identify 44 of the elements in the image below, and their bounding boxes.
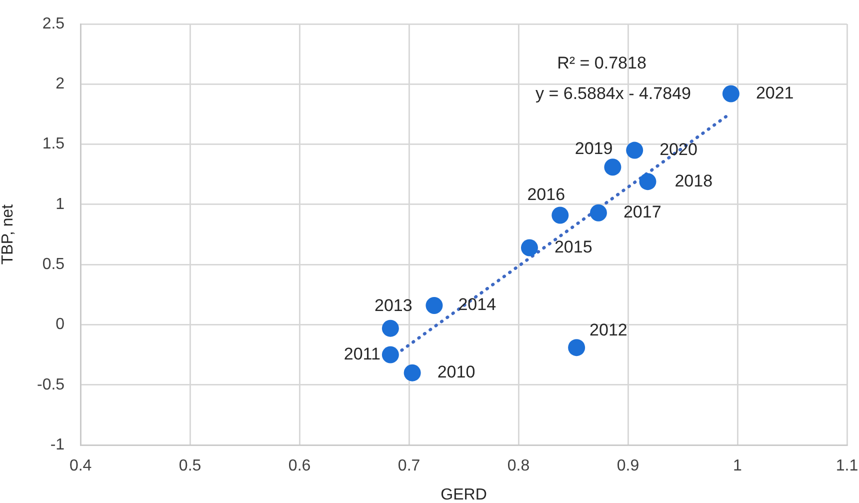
annotation: R² = 0.7818 xyxy=(557,54,646,73)
annotation: 2020 xyxy=(660,140,698,159)
x-tick-label: 0.5 xyxy=(178,457,202,474)
point xyxy=(604,158,622,176)
y-tick-label: 0 xyxy=(56,316,65,334)
x-tick-label: 0.9 xyxy=(616,457,640,474)
annotation: 2021 xyxy=(756,83,794,102)
point xyxy=(590,204,607,222)
annotation: 2017 xyxy=(623,202,662,222)
y-tick-label: -1 xyxy=(50,436,65,454)
annotation: 2011 xyxy=(344,344,380,364)
point xyxy=(568,339,586,356)
point xyxy=(552,206,569,224)
y-tick-label: 2.5 xyxy=(42,15,65,32)
annotation: 2013 xyxy=(374,296,412,316)
annotation: 2012 xyxy=(590,320,628,340)
annotation: 2016 xyxy=(527,184,566,204)
annotation: 2019 xyxy=(574,138,613,158)
x-tick-label: 0.4 xyxy=(69,457,92,474)
point xyxy=(426,296,443,314)
point xyxy=(722,85,740,102)
annotation: 2014 xyxy=(458,295,496,314)
x-tick-label: 1.1 xyxy=(836,457,858,474)
point xyxy=(382,320,399,337)
annotation: 2018 xyxy=(674,171,713,190)
x-tick-label: 0.8 xyxy=(507,457,530,474)
y-tick-label: 1 xyxy=(56,196,65,213)
y-tick-label: 1.5 xyxy=(42,136,65,153)
x-tick-label: 0.6 xyxy=(288,457,311,474)
x-axis-title: GERD xyxy=(440,486,487,503)
annotation: y = 6.5884x - 4.7849 xyxy=(535,84,691,103)
point xyxy=(626,142,644,159)
point xyxy=(520,239,538,256)
annotation: 2010 xyxy=(437,362,476,382)
y-tick-label: 0.5 xyxy=(42,256,65,273)
point xyxy=(639,173,656,190)
point xyxy=(404,364,421,382)
y-tick-label: -0.5 xyxy=(36,376,65,394)
point xyxy=(382,346,399,364)
x-tick-label: 0.7 xyxy=(398,457,420,474)
x-tick-label: 1 xyxy=(733,457,742,474)
y-tick-label: 2 xyxy=(56,76,65,93)
annotation: 2015 xyxy=(554,237,592,256)
y-axis-title: TBP, net xyxy=(0,204,16,265)
